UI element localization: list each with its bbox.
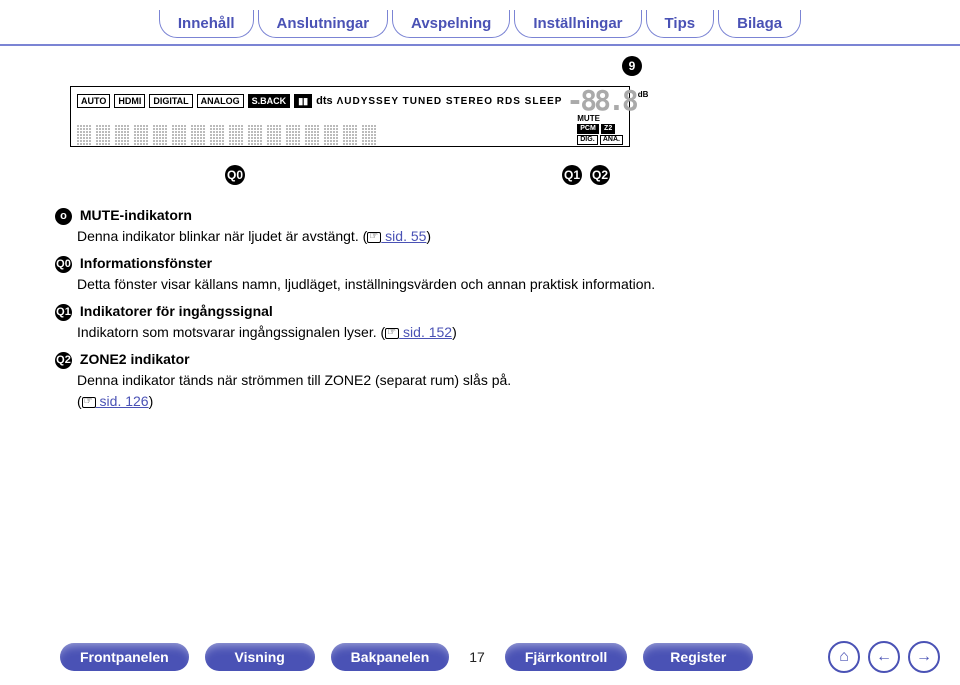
desc-title-11: Indikatorer för ingångssignal bbox=[80, 303, 273, 319]
dot-matrix bbox=[77, 125, 376, 145]
desc-text-11: Indikatorn som motsvarar ingångssignalen… bbox=[77, 324, 385, 340]
next-page-button[interactable]: → bbox=[908, 641, 940, 673]
hand-icon bbox=[82, 397, 96, 408]
desc-body-12: Denna indikator tänds när strömmen till … bbox=[77, 370, 695, 412]
hand-icon bbox=[385, 328, 399, 339]
mute-label: MUTE bbox=[577, 114, 623, 123]
desc-after-12: ) bbox=[149, 393, 154, 409]
callout-row: Q0 Q1 Q2 bbox=[70, 165, 630, 187]
badge-hdmi: HDMI bbox=[114, 94, 145, 108]
description-list: o MUTE-indikatorn Denna indikator blinka… bbox=[55, 205, 695, 412]
icon-button-group: ⌂ ← → bbox=[828, 641, 940, 673]
desc-title-9: MUTE-indikatorn bbox=[80, 207, 192, 223]
desc-item-10: Q0 Informationsfönster Detta fönster vis… bbox=[55, 253, 695, 295]
matrix-char bbox=[286, 125, 300, 145]
nav-register[interactable]: Register bbox=[643, 643, 753, 671]
matrix-char bbox=[191, 125, 205, 145]
display-right-labels: MUTE PCM Z2 DIG. ANA. bbox=[577, 114, 623, 145]
matrix-char bbox=[77, 125, 91, 145]
matrix-char bbox=[248, 125, 262, 145]
display-panel: AUTO HDMI DIGITAL ANALOG S.BACK ▮▮ dts Λ… bbox=[70, 86, 630, 147]
callout-10-icon: Q0 bbox=[225, 165, 245, 185]
matrix-char bbox=[343, 125, 357, 145]
badge-sback: S.BACK bbox=[248, 94, 291, 108]
top-tab-bar: Innehåll Anslutningar Avspelning Inställ… bbox=[0, 0, 960, 46]
hand-icon bbox=[367, 232, 381, 243]
page-number: 17 bbox=[465, 649, 489, 665]
z2-badge: Z2 bbox=[601, 124, 615, 134]
matrix-char bbox=[115, 125, 129, 145]
bottom-nav: Frontpanelen Visning Bakpanelen 17 Fjärr… bbox=[0, 631, 960, 685]
matrix-char bbox=[362, 125, 376, 145]
tab-innehall[interactable]: Innehåll bbox=[159, 10, 254, 38]
nav-fjarrkontroll[interactable]: Fjärrkontroll bbox=[505, 643, 627, 671]
matrix-char bbox=[134, 125, 148, 145]
badge-digital: DIGITAL bbox=[149, 94, 192, 108]
matrix-char bbox=[96, 125, 110, 145]
desc-num-10-icon: Q0 bbox=[55, 256, 72, 273]
desc-title-10: Informationsfönster bbox=[80, 255, 212, 271]
desc-title-12: ZONE2 indikator bbox=[80, 351, 190, 367]
nav-frontpanelen[interactable]: Frontpanelen bbox=[60, 643, 189, 671]
matrix-char bbox=[153, 125, 167, 145]
home-button[interactable]: ⌂ bbox=[828, 641, 860, 673]
desc-item-9: o MUTE-indikatorn Denna indikator blinka… bbox=[55, 205, 695, 247]
indicator-text: ΛUDYSSEY TUNED STEREO RDS SLEEP bbox=[337, 96, 563, 107]
desc-text-12b: ( bbox=[77, 393, 82, 409]
seven-segment-icon: -88.8 bbox=[566, 90, 635, 112]
desc-after-9: ) bbox=[426, 228, 431, 244]
matrix-char bbox=[267, 125, 281, 145]
desc-text-9: Denna indikator blinkar när ljudet är av… bbox=[77, 228, 367, 244]
desc-after-11: ) bbox=[452, 324, 457, 340]
matrix-char bbox=[305, 125, 319, 145]
badge-dolby-icon: ▮▮ bbox=[294, 94, 312, 108]
db-label: dB bbox=[638, 90, 649, 99]
desc-item-11: Q1 Indikatorer för ingångssignal Indikat… bbox=[55, 301, 695, 343]
badge-auto: AUTO bbox=[77, 94, 110, 108]
tab-bilaga[interactable]: Bilaga bbox=[718, 10, 801, 38]
nav-visning[interactable]: Visning bbox=[205, 643, 315, 671]
seven-segment-area: -88.8 dB bbox=[566, 90, 648, 112]
dig-badge: DIG. bbox=[577, 135, 597, 145]
tab-avspelning[interactable]: Avspelning bbox=[392, 10, 510, 38]
display-indicator-row: AUTO HDMI DIGITAL ANALOG S.BACK ▮▮ dts Λ… bbox=[77, 90, 623, 112]
pcm-badge: PCM bbox=[577, 124, 599, 134]
desc-text-12a: Denna indikator tänds när strömmen till … bbox=[77, 370, 695, 391]
link-sid-152[interactable]: sid. 152 bbox=[399, 324, 452, 340]
desc-num-11-icon: Q1 bbox=[55, 304, 72, 321]
badge-analog: ANALOG bbox=[197, 94, 244, 108]
desc-item-12: Q2 ZONE2 indikator Denna indikator tänds… bbox=[55, 349, 695, 412]
link-sid-55[interactable]: sid. 55 bbox=[381, 228, 426, 244]
link-sid-126[interactable]: sid. 126 bbox=[96, 393, 149, 409]
display-panel-area: 9 AUTO HDMI DIGITAL ANALOG S.BACK ▮▮ dts… bbox=[70, 86, 630, 147]
arrow-right-icon: → bbox=[916, 648, 932, 666]
display-matrix-row: MUTE PCM Z2 DIG. ANA. bbox=[77, 114, 623, 145]
tab-installningar[interactable]: Inställningar bbox=[514, 10, 641, 38]
callout-12-icon: Q2 bbox=[590, 165, 610, 185]
matrix-char bbox=[229, 125, 243, 145]
desc-body-11: Indikatorn som motsvarar ingångssignalen… bbox=[77, 322, 695, 343]
tab-tips[interactable]: Tips bbox=[646, 10, 715, 38]
callout-9-icon: 9 bbox=[622, 56, 642, 76]
callout-11-icon: Q1 bbox=[562, 165, 582, 185]
desc-body-10: Detta fönster visar källans namn, ljudlä… bbox=[77, 274, 695, 295]
desc-num-9-icon: o bbox=[55, 208, 72, 225]
desc-body-9: Denna indikator blinkar när ljudet är av… bbox=[77, 226, 695, 247]
matrix-char bbox=[324, 125, 338, 145]
desc-num-12-icon: Q2 bbox=[55, 352, 72, 369]
ana-badge: ANA. bbox=[600, 135, 623, 145]
home-icon: ⌂ bbox=[839, 648, 849, 666]
nav-bakpanelen[interactable]: Bakpanelen bbox=[331, 643, 450, 671]
tab-anslutningar[interactable]: Anslutningar bbox=[258, 10, 389, 38]
badge-dts: dts bbox=[316, 95, 333, 107]
matrix-char bbox=[172, 125, 186, 145]
prev-page-button[interactable]: ← bbox=[868, 641, 900, 673]
matrix-char bbox=[210, 125, 224, 145]
arrow-left-icon: ← bbox=[876, 648, 892, 666]
